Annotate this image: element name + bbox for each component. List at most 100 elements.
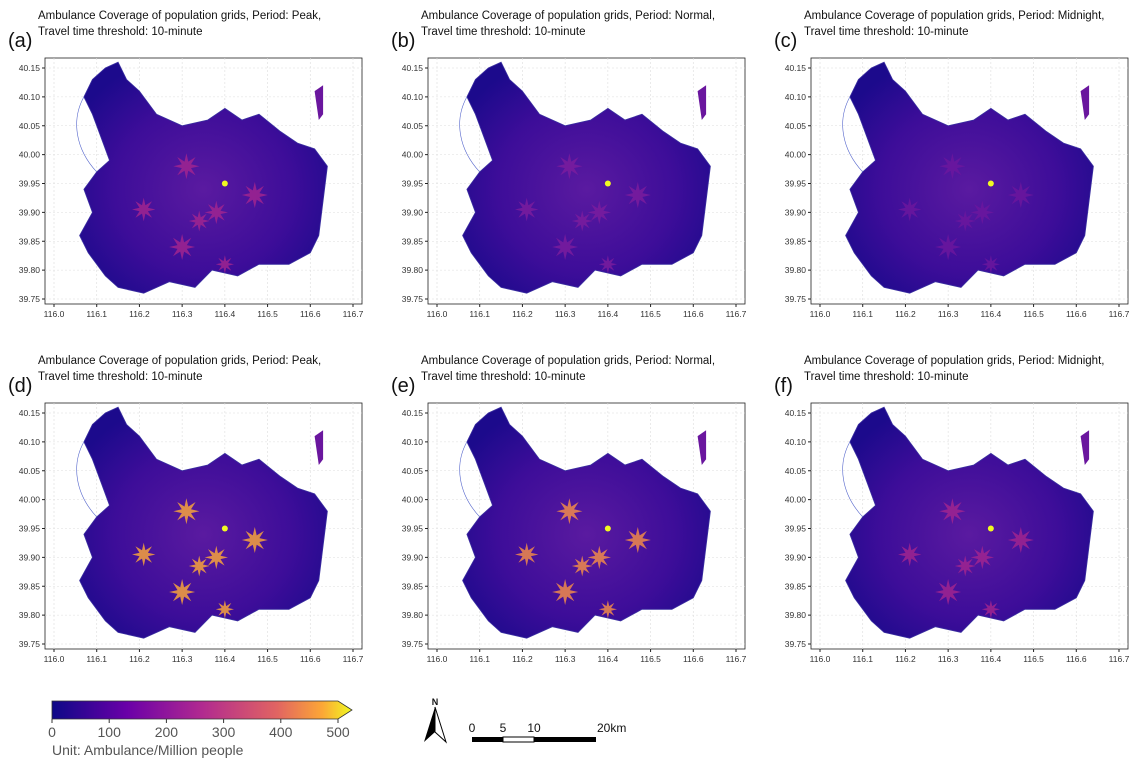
coverage-hotspot [241, 182, 268, 208]
coverage-hotspot [552, 234, 579, 260]
x-tick-label: 116.3 [172, 309, 193, 319]
x-tick-label: 116.4 [598, 654, 619, 664]
y-tick-label: 40.00 [402, 495, 424, 505]
coverage-hotspot [571, 210, 593, 232]
coverage-hotspot [981, 600, 1000, 619]
coverage-hotspot [1007, 182, 1034, 208]
scale-and-north: N 0 5 10 20km [424, 697, 626, 744]
scale-label: 5 [500, 721, 507, 735]
y-tick-label: 39.75 [402, 294, 424, 304]
y-tick-label: 39.75 [19, 639, 41, 649]
north-label: N [432, 697, 439, 707]
y-tick-label: 39.75 [19, 294, 41, 304]
y-tick-label: 39.80 [785, 610, 807, 620]
y-tick-label: 39.80 [402, 610, 424, 620]
panel-label: (e) [391, 375, 415, 397]
y-tick-label: 39.80 [19, 265, 41, 275]
colorbar [51, 700, 353, 720]
district-border [842, 96, 863, 173]
coverage-hotspot [571, 555, 593, 577]
panel-title: Ambulance Coverage of population grids, … [804, 10, 1104, 22]
y-tick-label: 39.85 [19, 236, 41, 246]
region [1080, 430, 1090, 465]
x-tick-label: 116.0 [44, 309, 65, 319]
x-tick-label: 116.3 [938, 309, 959, 319]
coverage-hotspot [169, 234, 196, 260]
y-tick-label: 40.15 [19, 63, 41, 73]
region [845, 61, 1094, 294]
scale-seg [502, 736, 535, 743]
y-tick-label: 39.85 [785, 581, 807, 591]
coverage-hotspot [898, 197, 922, 222]
y-tick-label: 39.80 [402, 265, 424, 275]
y-tick-label: 40.10 [19, 437, 41, 447]
y-tick-label: 39.90 [19, 552, 41, 562]
region [462, 406, 711, 639]
y-tick-label: 39.80 [785, 265, 807, 275]
panel-subtitle: Travel time threshold: 10-minute [38, 26, 202, 38]
y-tick-label: 39.85 [19, 581, 41, 591]
y-tick-label: 40.10 [19, 92, 41, 102]
y-tick-label: 40.10 [402, 437, 424, 447]
coverage-hotspot [970, 200, 994, 225]
y-tick-label: 39.95 [402, 179, 424, 189]
y-tick-label: 40.15 [785, 63, 807, 73]
scale-label: 0 [469, 721, 476, 735]
panel-label: (d) [8, 375, 32, 397]
coverage-hotspot [169, 579, 196, 605]
coverage-hotspot [587, 200, 611, 225]
panel-title: Ambulance Coverage of population grids, … [804, 355, 1104, 367]
region [79, 61, 328, 294]
y-tick-label: 40.15 [19, 408, 41, 418]
legend: 0 100 200 300 400 500 Unit: Ambulance/Million… [48, 700, 353, 758]
coverage-peak [604, 525, 611, 532]
coverage-hotspot [598, 255, 617, 274]
panel-label: (a) [8, 30, 32, 52]
y-tick-label: 39.75 [785, 639, 807, 649]
y-tick-label: 39.90 [402, 552, 424, 562]
x-tick-label: 116.7 [1109, 654, 1129, 664]
region [462, 61, 711, 294]
coverage-hotspot [173, 498, 200, 525]
coverage-hotspot [970, 545, 994, 570]
y-tick-label: 40.05 [785, 466, 807, 476]
panel-label: (f) [774, 375, 793, 397]
region [314, 430, 324, 465]
map-panel: (e) Ambulance Coverage of population grid… [391, 355, 747, 664]
colorbar-unit: Unit: Ambulance/Million people [52, 742, 244, 758]
coverage-hotspot [204, 545, 228, 570]
map-panel: (b) Ambulance Coverage of population grid… [391, 10, 747, 319]
map-panel: (a) Ambulance Coverage of population grid… [8, 10, 364, 319]
panel-subtitle: Travel time threshold: 10-minute [38, 371, 202, 383]
y-tick-label: 40.00 [402, 150, 424, 160]
x-tick-label: 116.6 [1066, 309, 1087, 319]
coverage-hotspot [935, 579, 962, 605]
north-arrow-right [434, 706, 448, 744]
y-tick-label: 39.90 [785, 207, 807, 217]
coverage-hotspot [598, 600, 617, 619]
y-tick-label: 40.00 [19, 495, 41, 505]
y-tick-label: 40.10 [785, 92, 807, 102]
x-tick-label: 116.7 [726, 654, 747, 664]
coverage-peak [221, 180, 228, 187]
colorbar-tick-label: 200 [155, 724, 179, 740]
x-tick-label: 116.1 [469, 654, 490, 664]
y-tick-label: 39.85 [785, 236, 807, 246]
colorbar-tick-label: 300 [212, 724, 236, 740]
coverage-peak [221, 525, 228, 532]
coverage-hotspot [132, 197, 156, 222]
x-tick-label: 116.2 [895, 309, 916, 319]
coverage-hotspot [132, 542, 156, 567]
x-tick-label: 116.2 [512, 654, 533, 664]
x-tick-label: 116.0 [427, 654, 448, 664]
y-tick-label: 40.00 [785, 495, 807, 505]
panel-title: Ambulance Coverage of population grids, … [421, 10, 715, 22]
x-tick-label: 116.3 [555, 654, 576, 664]
district-border [76, 441, 97, 518]
colorbar-tick-label: 0 [48, 724, 56, 740]
x-tick-label: 116.5 [640, 654, 661, 664]
y-tick-label: 40.05 [402, 466, 424, 476]
y-tick-label: 39.95 [785, 179, 807, 189]
y-tick-label: 40.15 [402, 408, 424, 418]
y-tick-label: 40.05 [402, 121, 424, 131]
